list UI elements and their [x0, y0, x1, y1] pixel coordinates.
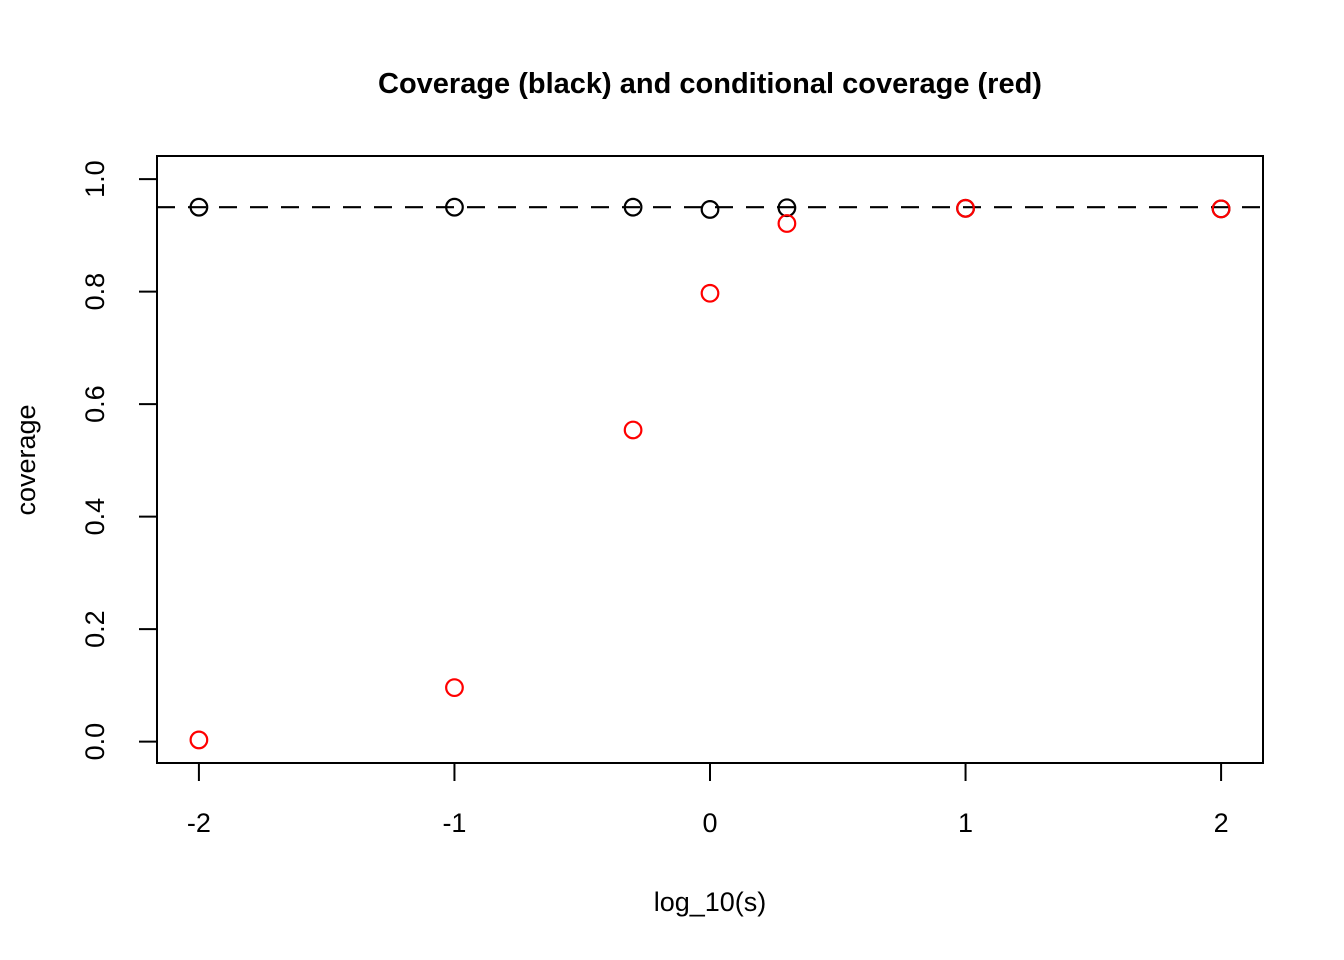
- y-axis-label: coverage: [11, 404, 41, 515]
- x-tick-label: -1: [442, 808, 466, 838]
- data-point-conditional-coverage: [1211, 199, 1231, 219]
- data-point-coverage: [189, 197, 209, 217]
- data-point-coverage: [623, 197, 643, 217]
- data-point-coverage: [445, 197, 464, 217]
- y-tick-label: 0.4: [80, 498, 110, 536]
- data-point-conditional-coverage: [623, 420, 643, 440]
- chart-title: Coverage (black) and conditional coverag…: [378, 68, 1042, 100]
- x-tick-label: 1: [958, 808, 973, 838]
- plot-border: [156, 155, 1264, 764]
- y-tick-label: 0.6: [80, 385, 110, 423]
- x-tick-label: 2: [1214, 808, 1229, 838]
- x-tick-label: -2: [187, 808, 211, 838]
- data-point-conditional-coverage: [777, 214, 797, 233]
- y-tick-label: 1.0: [80, 160, 110, 198]
- data-point-conditional-coverage: [700, 283, 720, 303]
- x-axis-label: log_10(s): [654, 887, 767, 917]
- x-tick-label: 0: [702, 808, 717, 838]
- y-tick-label: 0.0: [80, 723, 110, 761]
- y-tick-label: 0.8: [80, 273, 110, 311]
- plot-area: -2 -1 0 1 2 0.0 0.2 0.4 0.6 0.8 1.0: [80, 155, 1264, 838]
- data-point-conditional-coverage: [956, 198, 975, 218]
- data-point-coverage: [700, 200, 720, 219]
- data-point-conditional-coverage: [445, 678, 464, 698]
- y-tick-label: 0.2: [80, 610, 110, 648]
- data-point-conditional-coverage: [189, 730, 209, 750]
